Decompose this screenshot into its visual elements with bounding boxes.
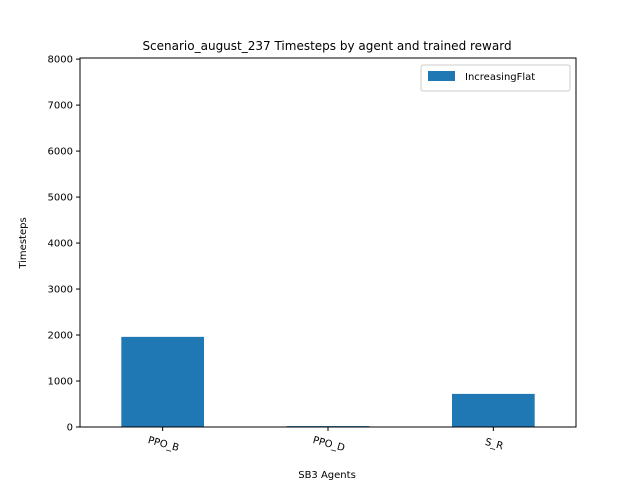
legend-label: IncreasingFlat — [465, 72, 535, 83]
legend-box — [420, 64, 571, 92]
bar-S_R — [452, 393, 535, 427]
x-axis-label: SB3 Agents — [298, 470, 356, 480]
x-axis: PPO_B PPO_D S_R — [147, 427, 505, 454]
y-axis-label: Timesteps — [18, 217, 29, 269]
x-tick-label: PPO_D — [311, 435, 346, 454]
legend: IncreasingFlat — [420, 64, 571, 92]
y-tick-label: 8000 — [48, 55, 73, 66]
legend-swatch — [428, 71, 455, 81]
y-tick-label: 4000 — [48, 239, 73, 250]
bar-PPO_B — [121, 336, 204, 427]
chart-title: Scenario_august_237 Timesteps by agent a… — [142, 39, 511, 53]
bars-group — [121, 336, 535, 427]
y-tick-label: 7000 — [48, 101, 73, 112]
y-tick-label: 3000 — [48, 285, 73, 296]
y-tick-label: 2000 — [48, 331, 73, 342]
y-tick-label: 0 — [67, 423, 73, 434]
y-axis: 0 1000 2000 3000 4000 5000 6000 7000 8000 — [48, 55, 80, 434]
x-tick-label: S_R — [484, 437, 505, 452]
x-tick-label: PPO_B — [147, 435, 181, 454]
y-tick-label: 1000 — [48, 377, 73, 388]
y-tick-label: 5000 — [48, 193, 73, 204]
y-tick-label: 6000 — [48, 147, 73, 158]
